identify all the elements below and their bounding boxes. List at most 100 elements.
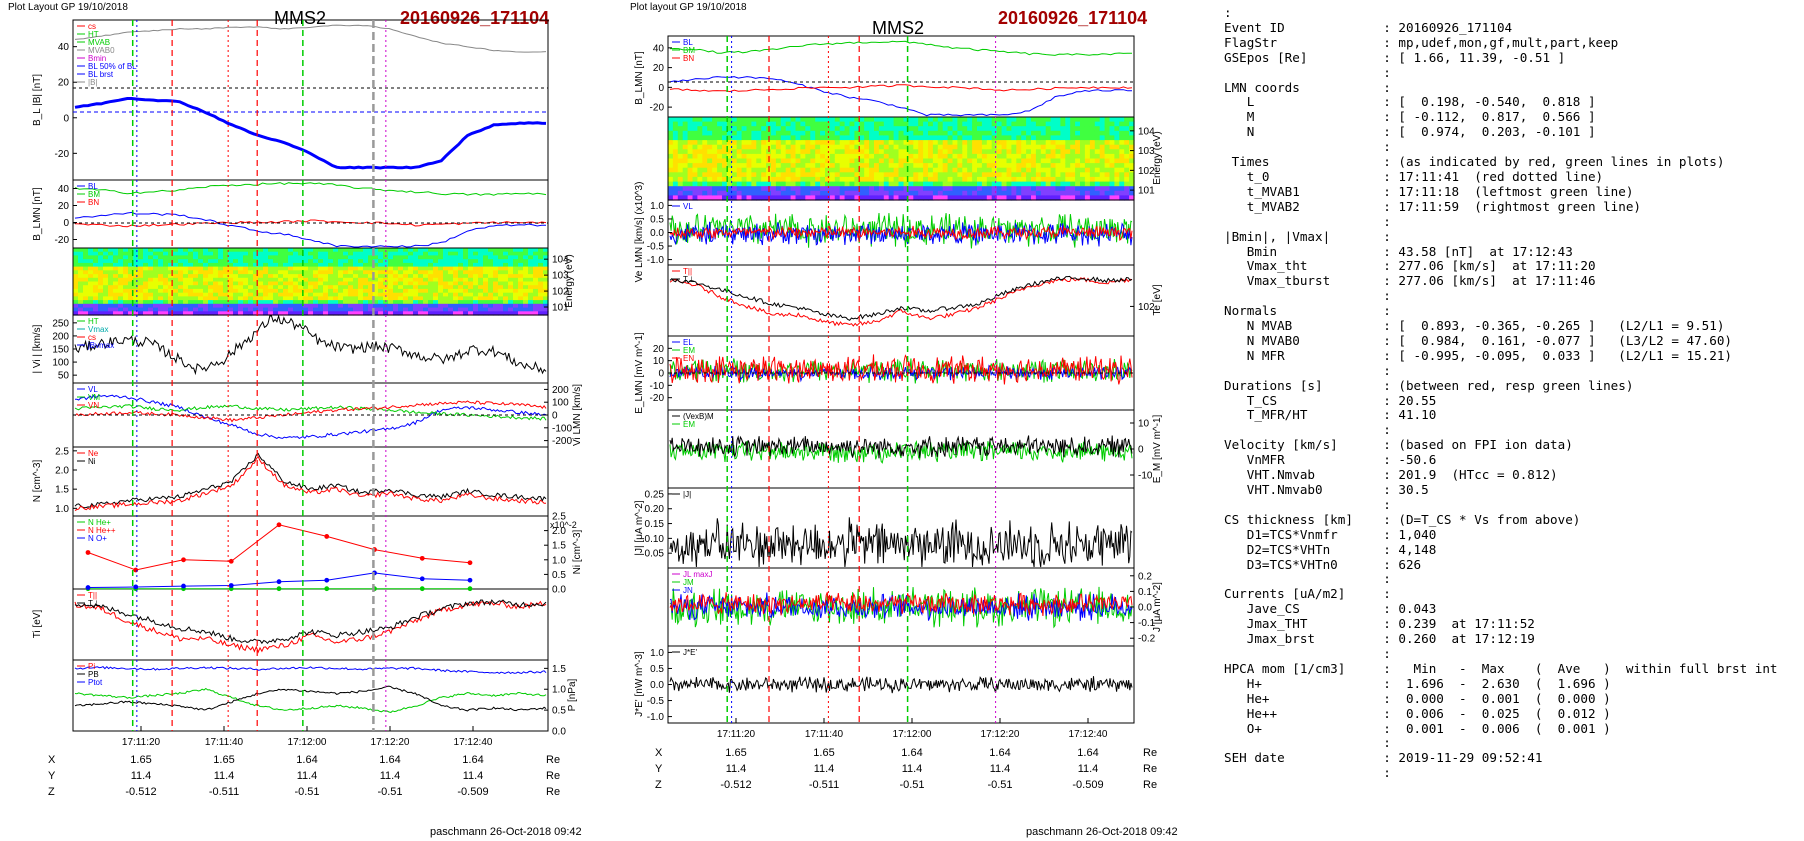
- left-4-ytick: 150: [52, 345, 69, 356]
- right-9-ytick: -0.5: [647, 696, 665, 707]
- left-2-legend-entry: BN: [88, 198, 99, 207]
- left-spacecraft-title: MMS2: [274, 8, 327, 28]
- data-point: [85, 585, 91, 590]
- info-line: Jave_CS : 0.043: [1224, 601, 1437, 617]
- left-7-ytick: 2.5: [552, 512, 566, 523]
- info-line: GSEpos [Re] : [ 1.66, 11.39, -0.51 ]: [1224, 49, 1566, 65]
- right-7-legend-entry: |J|: [683, 490, 691, 499]
- left-6-legend-entry: Ne: [88, 449, 99, 458]
- right-6-ylabel: E_M [mV m^-1]: [1152, 414, 1163, 483]
- info-line: Bmin : 43.58 [nT] at 17:12:43: [1224, 243, 1573, 259]
- right-1-ytick: -20: [650, 103, 665, 114]
- right-2-ylabel: Energy (eV): [1152, 131, 1163, 184]
- left-1-legend-entry: |B|: [88, 78, 98, 87]
- right-8-ytick: 0.1: [1138, 587, 1152, 598]
- series-line-t-: [74, 599, 547, 645]
- left-5-ytick: 200: [552, 385, 569, 396]
- left-7-legend-entry: N O+: [88, 534, 107, 543]
- left-1-legend-entry: BL brst: [88, 70, 114, 79]
- right-4-ylabel: Te [eV]: [1152, 284, 1163, 315]
- info-line: :: [1224, 735, 1391, 751]
- left-1-legend-entry: BL 50% of BL: [88, 62, 137, 71]
- time-tick-label: 17:11:40: [205, 737, 244, 748]
- right-2-ytick: 102: [1138, 166, 1155, 177]
- position-value: 1.64: [901, 747, 923, 759]
- right-8-legend-entry: JN: [683, 586, 693, 595]
- right-9-ytick: 0.5: [650, 664, 664, 675]
- time-tick-label: 17:12:00: [893, 729, 932, 740]
- info-line: He+ : 0.000 - 0.001 ( 0.000 ): [1224, 690, 1611, 706]
- time-tick-label: 17:12:40: [454, 737, 493, 748]
- series-line-ve-l: [669, 224, 1133, 241]
- right-footer: paschmann 26-Oct-2018 09:42: [1026, 826, 1178, 838]
- info-line: :: [1224, 645, 1391, 661]
- left-9-legend-entry: Pi: [88, 662, 95, 671]
- time-tick-label: 17:11:40: [805, 729, 844, 740]
- series-line-bn: [669, 84, 1133, 93]
- info-line: N MFR : [ -0.995, -0.095, 0.033 ] (L2/L1…: [1224, 347, 1732, 363]
- info-line: VHT.Nmvab : 201.9 (HTcc = 0.812): [1224, 467, 1558, 483]
- left-4-ytick: 250: [52, 318, 69, 329]
- left-2-ytick: 20: [58, 201, 70, 212]
- series-line-bm: [74, 182, 547, 196]
- info-line: L : [ 0.198, -0.540, 0.818 ]: [1224, 94, 1596, 110]
- left-4-ylabel: | Vi | [km/s]: [32, 324, 43, 373]
- position-unit: Re: [546, 754, 561, 766]
- series-line-vl: [75, 394, 547, 440]
- left-7-legend-entry: N He++: [88, 526, 116, 535]
- series-line-bl-brst: [74, 97, 547, 170]
- position-value: 11.4: [296, 770, 318, 782]
- panel-frame: [72, 588, 549, 661]
- left-event-id: 20160926_171104: [400, 8, 550, 28]
- info-line: Vmax_tburst : 277.06 [km/s] at 17:11:46: [1224, 273, 1596, 289]
- series-line-em: [669, 439, 1133, 464]
- right-1-ytick: 0: [658, 83, 664, 94]
- right-event-id: 20160926_171104: [998, 8, 1148, 28]
- panel-frame: [667, 35, 1135, 118]
- info-line: :: [1224, 139, 1391, 155]
- right-2-ytick: 103: [1138, 146, 1155, 157]
- right-5-ytick: 20: [653, 344, 665, 355]
- left-5-legend-entry: VM: [88, 393, 100, 402]
- series-line-e-l: [669, 354, 1133, 385]
- series-line-vexb-m: [669, 435, 1133, 459]
- position-row-label: Y: [48, 770, 56, 782]
- series-line-ptot: [74, 665, 547, 675]
- info-line: :: [1224, 64, 1391, 80]
- right-9-ytick: -1.0: [647, 712, 665, 723]
- left-6-ylabel: N [cm^-3]: [32, 460, 43, 503]
- left-2-ylabel: B_LMN [nT]: [32, 187, 43, 241]
- right-7-ytick: 0.15: [645, 519, 665, 530]
- position-value: 11.4: [901, 763, 923, 775]
- left-7-ytick: 0.5: [552, 570, 566, 581]
- right-layout-label: Plot layout GP 19/10/2018: [630, 2, 747, 13]
- right-5-ytick: 10: [653, 356, 665, 367]
- info-line: He++ : 0.006 - 0.025 ( 0.012 ): [1224, 705, 1611, 721]
- left-footer: paschmann 26-Oct-2018 09:42: [430, 826, 582, 838]
- left-1-legend-entry: Bmin: [88, 54, 106, 63]
- position-value: -0.509: [457, 786, 489, 798]
- right-9-legend-entry: J*E': [683, 648, 697, 657]
- info-line: N : [ 0.974, 0.203, -0.101 ]: [1224, 124, 1596, 140]
- left-5-ytick: 0: [552, 411, 558, 422]
- data-point: [467, 560, 473, 566]
- info-line: :: [1224, 362, 1391, 378]
- right-4-ytick: 102: [1138, 302, 1155, 313]
- info-line: CS thickness [km] : (D=T_CS * Vs from ab…: [1224, 511, 1581, 527]
- spectrogram-right-2: [668, 117, 1135, 201]
- right-7-ylabel: |J| [μA m^-2]: [634, 500, 645, 555]
- info-line: :: [1224, 288, 1391, 304]
- panel-frame: [667, 487, 1135, 569]
- left-2-ytick: 0: [63, 218, 69, 229]
- right-4-legend-entry: T⊥: [683, 275, 695, 284]
- right-5-ytick: -20: [650, 393, 665, 404]
- position-value: -0.51: [294, 786, 320, 798]
- right-1-ylabel: B_LMN [nT]: [634, 51, 645, 105]
- right-8-ytick: 0.0: [1138, 603, 1152, 614]
- position-unit: Re: [1143, 779, 1158, 791]
- info-line: T_MFR/HT : 41.10: [1224, 407, 1437, 423]
- left-9-ytick: 1.5: [552, 664, 566, 675]
- series-line-t-: [669, 277, 1133, 327]
- position-value: -0.51: [899, 779, 925, 791]
- left-4-legend-entry: Vmax: [88, 325, 108, 334]
